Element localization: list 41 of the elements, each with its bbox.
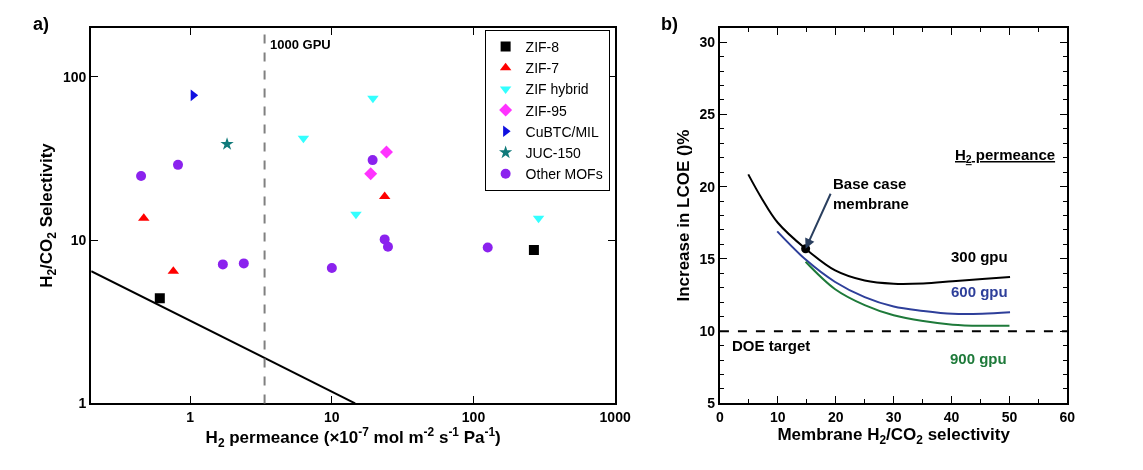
text: H$_{2}$ permeance (×10$^{-7}$ mol m$^{-2}$ s$^{-1}$ Pa$^{-1}$) xyxy=(205,425,501,450)
x-tick-label: 40 xyxy=(943,409,960,426)
legend-label: Other MOFs xyxy=(525,166,603,183)
y-tick-label: 10 xyxy=(70,232,87,249)
x-tick-label: 1000 xyxy=(599,409,631,426)
y-tick-label: 100 xyxy=(63,68,87,85)
legend-label: CuBTC/MIL xyxy=(525,123,599,140)
y-tick-label: 1 xyxy=(78,395,87,412)
x-tick-label: 10 xyxy=(324,409,340,426)
x-tick-label: 100 xyxy=(461,409,486,426)
annotation: Base case membrane xyxy=(833,175,909,212)
legend-label: ZIF hybrid xyxy=(525,81,589,98)
series-label: 300 gpu xyxy=(951,248,1008,265)
x-tick-label: 10 xyxy=(770,409,786,426)
annotation: H$_{2}$ permeance xyxy=(955,146,1056,166)
x-tick-label: 30 xyxy=(885,409,902,426)
x-tick-label: 60 xyxy=(1059,409,1076,426)
x-tick-label: 20 xyxy=(827,409,844,426)
y-axis-title: Increase in LCOE ()% xyxy=(673,129,693,302)
series-label: 900 gpu xyxy=(950,350,1007,367)
chart-title: b) xyxy=(661,14,678,34)
y-tick-label: 15 xyxy=(699,250,716,267)
legend-label: ZIF-7 xyxy=(525,60,560,77)
y-tick-label: 25 xyxy=(699,106,716,123)
x-tick-label: 50 xyxy=(1001,409,1018,426)
x-tick-label: 1 xyxy=(186,409,195,426)
y-tick-label: 30 xyxy=(699,34,716,51)
x-axis-title: Membrane H$_{2}$/CO$_{2}$ selectivity xyxy=(777,425,1011,447)
y-tick-label: 20 xyxy=(699,178,716,195)
chart-title: a) xyxy=(33,14,50,34)
y-tick-label: 5 xyxy=(707,395,716,412)
ref-line-label: 1000 GPU xyxy=(270,37,331,52)
line-series xyxy=(747,173,1012,285)
x-tick-label: 0 xyxy=(716,409,725,426)
line-series xyxy=(776,230,1012,316)
legend-label: ZIF-8 xyxy=(525,38,560,55)
y-tick-label: 10 xyxy=(699,323,716,340)
legend-label: ZIF-95 xyxy=(525,102,568,119)
legend-label: JUC-150 xyxy=(525,144,582,161)
ref-line-label: DOE target xyxy=(732,337,811,354)
series-label: 600 gpu xyxy=(951,283,1008,300)
